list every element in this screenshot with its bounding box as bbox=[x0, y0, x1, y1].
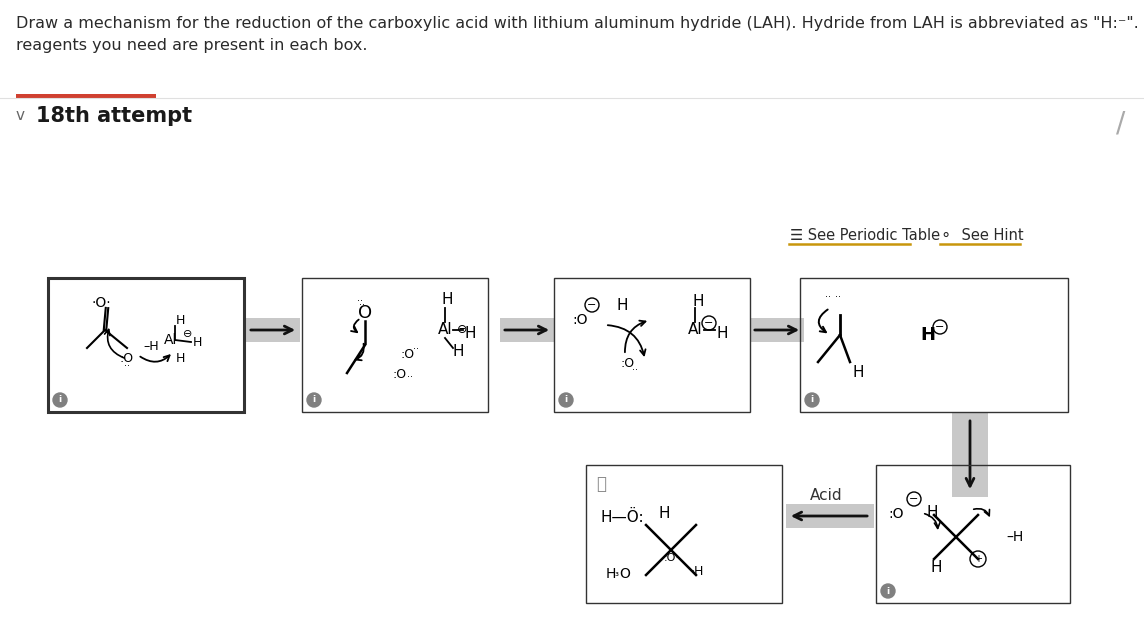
Text: :O: :O bbox=[620, 357, 634, 370]
Text: Al: Al bbox=[438, 322, 452, 338]
Text: v: v bbox=[16, 108, 25, 123]
Text: H: H bbox=[717, 326, 729, 341]
Text: H: H bbox=[193, 336, 202, 349]
Text: 18th attempt: 18th attempt bbox=[35, 106, 192, 126]
Text: :O: :O bbox=[400, 348, 414, 361]
Text: i: i bbox=[312, 396, 316, 404]
Text: i: i bbox=[58, 396, 62, 404]
Bar bbox=[48, 278, 244, 412]
Text: H: H bbox=[925, 505, 937, 520]
Text: ··: ·· bbox=[124, 361, 130, 371]
Text: ··: ·· bbox=[631, 365, 638, 375]
Text: reagents you need are present in each box.: reagents you need are present in each bo… bbox=[16, 38, 367, 53]
Bar bbox=[800, 278, 1068, 412]
Text: /: / bbox=[1117, 110, 1126, 138]
Text: −: − bbox=[705, 318, 714, 328]
Bar bbox=[500, 318, 554, 342]
Text: H: H bbox=[464, 326, 477, 341]
Text: ³: ³ bbox=[614, 572, 618, 582]
Text: ··: ·· bbox=[413, 344, 419, 354]
Text: ⊖: ⊖ bbox=[456, 323, 468, 336]
Text: :O: :O bbox=[888, 507, 904, 521]
Circle shape bbox=[307, 393, 321, 407]
Text: −: − bbox=[587, 300, 597, 310]
Text: H: H bbox=[617, 298, 628, 312]
Text: i: i bbox=[810, 396, 813, 404]
Text: ☰ See Periodic Table: ☰ See Periodic Table bbox=[791, 228, 940, 243]
Text: H: H bbox=[920, 326, 935, 344]
Text: ··: ·· bbox=[825, 292, 831, 302]
Text: H: H bbox=[692, 294, 704, 309]
Text: H: H bbox=[931, 560, 943, 575]
Text: ·H: ·H bbox=[691, 565, 705, 578]
Text: Acid: Acid bbox=[810, 488, 843, 503]
Text: H: H bbox=[175, 314, 184, 326]
Text: i: i bbox=[564, 396, 567, 404]
Text: ⚬  See Hint: ⚬ See Hint bbox=[940, 228, 1024, 243]
Circle shape bbox=[881, 584, 895, 598]
Text: H: H bbox=[175, 351, 184, 364]
Text: ·O·: ·O· bbox=[92, 296, 111, 310]
Text: O: O bbox=[619, 567, 630, 581]
Text: :O·: :O· bbox=[664, 553, 680, 563]
Text: i: i bbox=[887, 586, 890, 596]
Text: −: − bbox=[936, 322, 945, 332]
Text: 🔒: 🔒 bbox=[596, 475, 606, 493]
Text: Draw a mechanism for the reduction of the carboxylic acid with lithium aluminum : Draw a mechanism for the reduction of th… bbox=[16, 16, 1144, 31]
Bar bbox=[586, 465, 782, 603]
Text: H: H bbox=[606, 567, 617, 581]
Text: H—Ö:: H—Ö: bbox=[601, 510, 644, 525]
Text: H: H bbox=[658, 506, 669, 521]
Bar bbox=[246, 318, 300, 342]
Bar bbox=[16, 94, 156, 99]
Bar bbox=[750, 318, 804, 342]
Text: H: H bbox=[453, 344, 464, 359]
Text: −: − bbox=[909, 494, 919, 504]
Text: ··: ·· bbox=[357, 296, 363, 306]
Text: ··: ·· bbox=[407, 372, 413, 382]
Bar bbox=[952, 412, 988, 497]
Text: ⊖: ⊖ bbox=[183, 329, 192, 339]
Text: :O: :O bbox=[394, 368, 407, 381]
Bar bbox=[554, 278, 750, 412]
Circle shape bbox=[559, 393, 573, 407]
Text: +: + bbox=[974, 554, 982, 564]
Text: –H: –H bbox=[1006, 530, 1023, 544]
Text: ··: ·· bbox=[359, 300, 365, 310]
Text: O: O bbox=[358, 304, 372, 322]
Text: :O: :O bbox=[572, 313, 588, 327]
Circle shape bbox=[53, 393, 67, 407]
Text: :O: :O bbox=[120, 352, 134, 365]
Text: –H: –H bbox=[143, 339, 159, 352]
Text: H: H bbox=[442, 292, 453, 308]
Text: H: H bbox=[852, 365, 864, 380]
Bar bbox=[786, 504, 874, 528]
Circle shape bbox=[805, 393, 819, 407]
Text: Al: Al bbox=[688, 322, 702, 338]
Bar bbox=[302, 278, 488, 412]
Text: ··: ·· bbox=[835, 292, 841, 302]
Bar bbox=[876, 465, 1070, 603]
Text: Al: Al bbox=[165, 333, 177, 347]
